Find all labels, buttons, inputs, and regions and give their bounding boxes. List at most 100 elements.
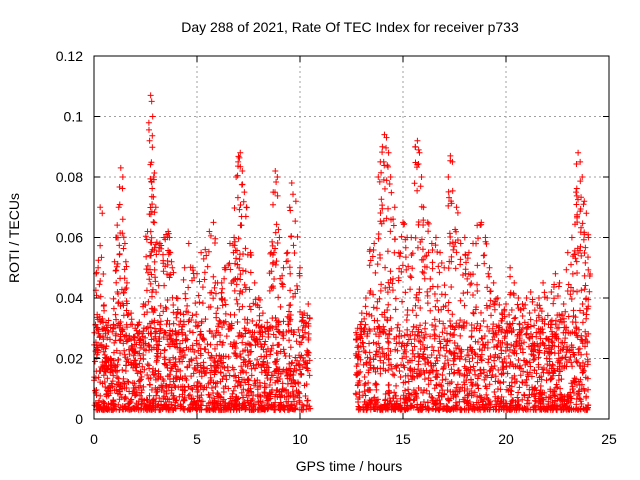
data-point: [476, 346, 483, 353]
data-point: [394, 398, 401, 405]
data-point: [110, 295, 117, 302]
data-point: [100, 372, 107, 379]
data-point: [100, 348, 107, 355]
data-point: [192, 405, 199, 412]
data-point: [120, 234, 127, 241]
data-point: [210, 379, 217, 386]
data-point: [233, 296, 240, 303]
data-point: [274, 374, 281, 381]
data-point: [243, 204, 250, 211]
data-point: [124, 312, 131, 319]
data-point: [242, 359, 249, 366]
data-point: [507, 264, 514, 271]
data-point: [153, 337, 160, 344]
data-point: [467, 344, 474, 351]
data-point: [573, 192, 580, 199]
data-point: [233, 174, 240, 180]
data-point: [535, 314, 542, 321]
data-point: [531, 356, 538, 363]
data-point: [165, 405, 172, 412]
data-point: [459, 271, 466, 278]
data-point: [95, 328, 102, 335]
data-point: [275, 226, 282, 233]
data-point: [229, 364, 236, 371]
data-point: [151, 170, 158, 177]
data-point: [420, 269, 427, 276]
data-point: [168, 390, 175, 397]
data-point: [416, 333, 423, 340]
data-point: [359, 339, 366, 346]
data-point: [286, 204, 293, 211]
data-point: [402, 289, 409, 296]
data-point: [551, 402, 558, 409]
data-point: [254, 356, 261, 363]
data-point: [234, 172, 241, 179]
data-point: [414, 401, 421, 408]
data-point: [110, 372, 117, 379]
data-point: [414, 244, 421, 251]
data-point: [539, 339, 546, 346]
data-point: [571, 352, 578, 359]
data-point: [552, 270, 559, 277]
data-point: [225, 261, 232, 268]
data-point: [166, 371, 173, 378]
data-point: [153, 358, 160, 365]
data-point: [166, 234, 173, 241]
data-point: [203, 252, 210, 259]
data-point: [403, 353, 410, 360]
data-point: [170, 269, 177, 276]
data-point: [563, 349, 570, 356]
data-point: [293, 338, 300, 345]
data-point: [272, 261, 279, 268]
data-point: [292, 218, 299, 225]
data-point: [256, 406, 263, 413]
data-point: [292, 354, 299, 361]
data-point: [504, 320, 511, 327]
data-point: [300, 358, 307, 365]
data-point: [493, 331, 500, 338]
data-point: [370, 291, 377, 298]
data-point: [172, 355, 179, 362]
data-point: [233, 281, 240, 288]
data-point: [437, 249, 444, 256]
data-point: [304, 349, 311, 356]
data-point: [165, 230, 172, 237]
data-point: [256, 328, 263, 335]
data-point: [361, 373, 368, 380]
data-point: [161, 329, 168, 336]
data-point: [466, 370, 473, 377]
axis-ticks: 00.020.040.060.080.10.120 5 10 15 20 25: [56, 48, 617, 447]
data-point: [474, 281, 481, 288]
data-point: [386, 284, 393, 291]
data-point: [406, 357, 413, 364]
data-point: [146, 137, 153, 144]
data-point: [143, 287, 150, 294]
data-point: [555, 324, 562, 331]
data-point: [539, 318, 546, 325]
data-point: [228, 322, 235, 329]
data-point: [519, 379, 526, 386]
data-point: [190, 395, 197, 402]
data-point: [189, 386, 196, 393]
data-point: [535, 354, 542, 361]
data-point: [306, 314, 313, 321]
data-point: [107, 390, 114, 397]
data-point: [477, 366, 484, 373]
data-point: [521, 319, 528, 326]
data-point: [575, 149, 582, 156]
data-point: [409, 373, 416, 380]
data-point: [154, 375, 161, 382]
data-point: [253, 321, 260, 328]
data-point: [405, 390, 412, 397]
data-point: [103, 391, 110, 398]
data-point: [530, 352, 537, 359]
data-point: [128, 396, 135, 403]
data-point: [506, 362, 513, 369]
data-point: [478, 335, 485, 342]
data-point: [304, 397, 311, 404]
data-point: [173, 397, 180, 404]
data-point: [374, 399, 381, 406]
data-point: [469, 291, 476, 298]
data-point: [365, 367, 372, 374]
data-point: [131, 341, 138, 348]
